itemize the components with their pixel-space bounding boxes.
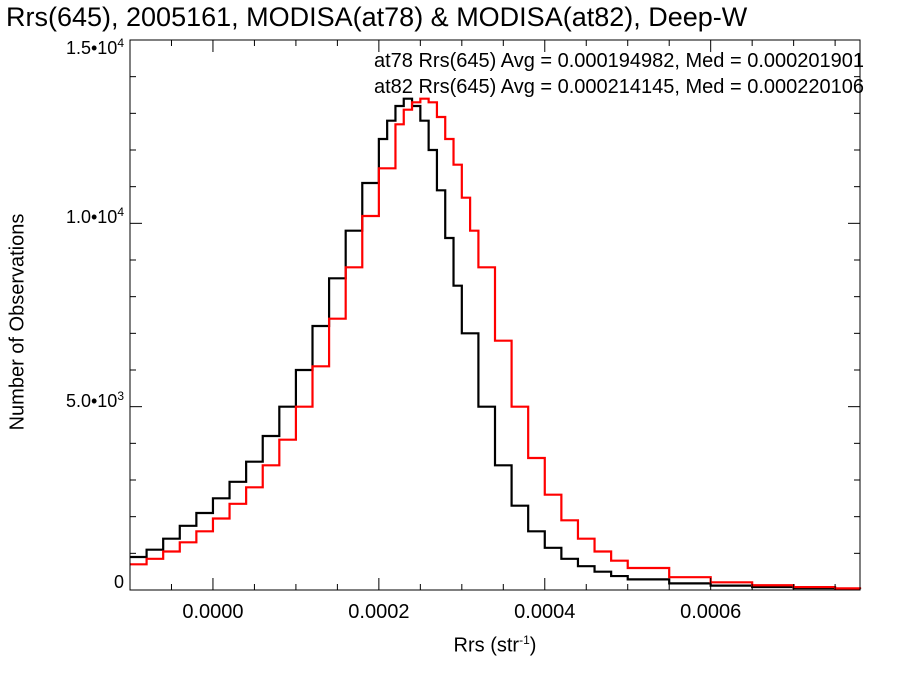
y-tick-label-base: 5.0•10: [65, 390, 118, 411]
x-tick-label: 0.0006: [680, 601, 742, 623]
legend-entry-at82: at82 Rrs(645) Avg = 0.000214145, Med = 0…: [373, 76, 864, 98]
legend-entry-at78: at78 Rrs(645) Avg = 0.000194982, Med = 0…: [373, 50, 864, 72]
series-line-1: [130, 97, 862, 590]
x-tick-label: 0.0004: [514, 601, 576, 623]
x-axis-label-base: Rrs (str: [453, 634, 520, 657]
y-tick-label-exponent: 3: [117, 388, 124, 403]
y-axis-label: Number of Observations: [6, 213, 29, 431]
y-tick-label: 0: [114, 572, 124, 593]
x-axis-label-sup: -1: [519, 633, 530, 647]
y-tick-label: 5.0•103: [66, 389, 124, 412]
chart-title: Rrs(645), 2005161, MODISA(at78) & MODISA…: [6, 2, 748, 32]
y-tick-label-base: 1.0•10: [65, 207, 118, 228]
x-axis-label-end: ): [529, 634, 537, 657]
plot-frame: [129, 39, 861, 591]
y-tick-label-base: 1.5•10: [65, 38, 118, 58]
y-tick-label: 1.0•104: [66, 205, 124, 228]
y-tick-label: 1.5•104: [66, 36, 124, 59]
y-tick-label-base: 0: [113, 572, 124, 592]
x-tick-label: 0.0000: [182, 601, 244, 623]
x-axis-label: Rrs (str-1): [454, 633, 537, 658]
y-tick-label-exponent: 4: [117, 205, 124, 220]
series-line-2: [130, 97, 862, 590]
x-tick-label: 0.0002: [348, 601, 410, 623]
y-tick-label-exponent: 4: [117, 36, 124, 50]
